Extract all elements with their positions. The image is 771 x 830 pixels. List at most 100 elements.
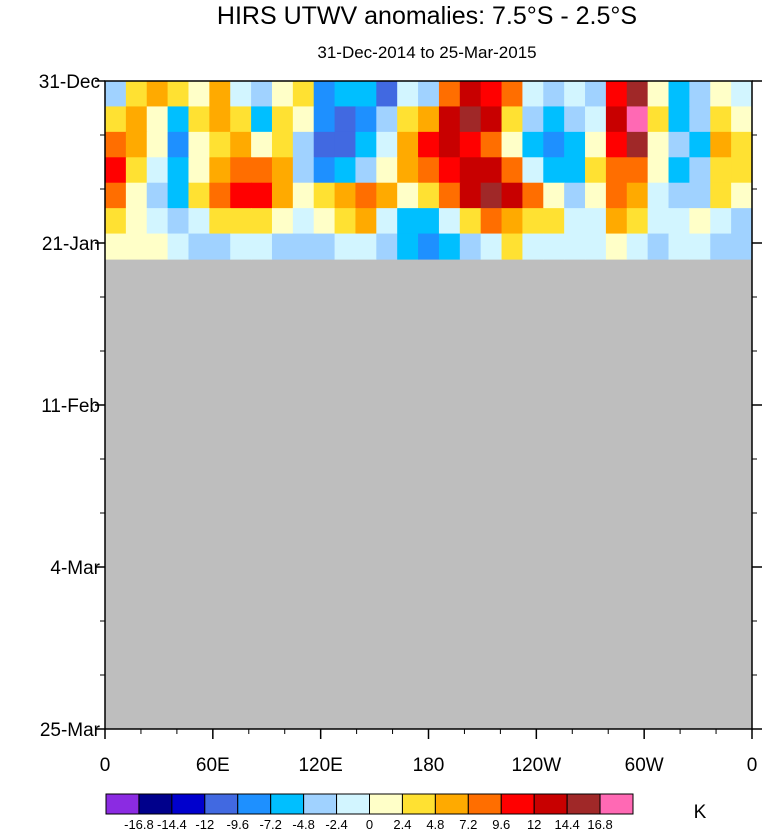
heatmap-cell <box>710 106 732 133</box>
colorbar-label: 16.8 <box>587 817 612 830</box>
colorbar-swatch <box>303 793 338 815</box>
heatmap-cell <box>710 233 732 260</box>
heatmap-cell <box>355 157 377 184</box>
heatmap-cell <box>188 131 210 158</box>
heatmap-cell <box>105 233 127 260</box>
heatmap-cell <box>313 208 336 235</box>
heatmap-cell <box>689 208 711 235</box>
heatmap-cell <box>543 208 565 235</box>
heatmap-cell <box>522 233 544 260</box>
colorbar-label: -9.6 <box>227 817 249 830</box>
x-tick-label: 60W <box>625 755 664 776</box>
heatmap-cell <box>668 233 690 260</box>
colorbar-swatch <box>336 793 370 815</box>
heatmap-cell <box>167 157 190 184</box>
heatmap-cell <box>689 81 711 108</box>
heatmap-cell <box>438 233 461 260</box>
heatmap-cell <box>480 182 503 209</box>
heatmap-cell <box>480 208 503 235</box>
heatmap-cell <box>668 208 690 235</box>
heatmap-cell <box>188 233 210 260</box>
heatmap-cell <box>626 233 649 260</box>
colorbar-swatch <box>270 793 305 815</box>
heatmap-cell <box>313 106 336 133</box>
heatmap-cell <box>313 157 336 184</box>
heatmap-cell <box>292 233 315 260</box>
heatmap-cell <box>376 106 398 133</box>
heatmap-cell <box>209 182 231 209</box>
y-tick-label: 25-Mar <box>40 720 101 741</box>
colorbar-label: -16.8 <box>124 817 154 830</box>
heatmap-cell <box>564 131 586 158</box>
heatmap-cell <box>710 131 732 158</box>
heatmap-cell <box>438 81 461 108</box>
heatmap-cell <box>125 131 148 158</box>
colorbar-swatch <box>533 793 568 815</box>
heatmap-cell <box>397 182 419 209</box>
heatmap-cell <box>459 208 482 235</box>
heatmap-cell <box>125 208 148 235</box>
heatmap-cell <box>209 106 231 133</box>
heatmap-cell <box>334 157 357 184</box>
heatmap-cell <box>585 81 607 108</box>
heatmap-cell <box>710 81 732 108</box>
heatmap-cell <box>167 131 190 158</box>
heatmap-cell <box>605 81 628 108</box>
heatmap-cell <box>459 157 482 184</box>
heatmap-cell <box>376 131 398 158</box>
heatmap-cell <box>271 233 294 260</box>
heatmap-cell <box>543 157 565 184</box>
heatmap-cell <box>564 233 586 260</box>
heatmap-cell <box>668 106 690 133</box>
heatmap-cell <box>543 106 565 133</box>
x-tick-label: 0 <box>747 755 758 776</box>
heatmap-cell <box>355 182 377 209</box>
heatmap-cell <box>522 182 544 209</box>
heatmap-cell <box>564 106 586 133</box>
heatmap-cell <box>105 106 127 133</box>
heatmap-cell <box>626 157 649 184</box>
heatmap-cell <box>376 182 398 209</box>
heatmap-cell <box>209 81 231 108</box>
heatmap-cell <box>418 106 440 133</box>
colorbar-label: 7.2 <box>459 817 477 830</box>
heatmap-cell <box>605 208 628 235</box>
x-tick-label: 180 <box>413 755 445 776</box>
heatmap-cell <box>418 81 440 108</box>
heatmap-cell <box>710 182 732 209</box>
heatmap-cell <box>313 131 336 158</box>
heatmap-cell <box>105 208 127 235</box>
heatmap-cell <box>292 208 315 235</box>
heatmap-cell <box>251 106 273 133</box>
heatmap-cell <box>355 81 377 108</box>
heatmap-cell <box>585 106 607 133</box>
colorbar-swatch <box>237 793 272 815</box>
heatmap-cell <box>418 131 440 158</box>
colorbar-unit-label: K <box>694 802 707 823</box>
colorbar-swatch <box>138 793 173 815</box>
heatmap-cell <box>146 157 169 184</box>
heatmap-cell <box>146 81 169 108</box>
heatmap-cell <box>438 157 461 184</box>
colorbar-swatch <box>467 793 502 815</box>
colorbar-swatch <box>599 793 634 815</box>
heatmap-cell <box>605 182 628 209</box>
heatmap-cell <box>313 81 336 108</box>
heatmap-cell <box>209 131 231 158</box>
heatmap-cell <box>334 233 357 260</box>
heatmap-cell <box>459 106 482 133</box>
heatmap-cell <box>251 208 273 235</box>
colorbar-label: -2.4 <box>325 817 347 830</box>
heatmap-cell <box>480 157 503 184</box>
heatmap-cell <box>522 157 544 184</box>
heatmap-cell <box>459 233 482 260</box>
colorbar-swatch <box>105 793 140 815</box>
heatmap-cell <box>251 182 273 209</box>
heatmap-cell <box>188 182 210 209</box>
heatmap-cell <box>376 208 398 235</box>
heatmap-cell <box>125 106 148 133</box>
heatmap-cell <box>292 131 315 158</box>
heatmap-cell <box>459 81 482 108</box>
heatmap-cell <box>501 208 524 235</box>
x-tick-label: 120W <box>512 755 562 776</box>
